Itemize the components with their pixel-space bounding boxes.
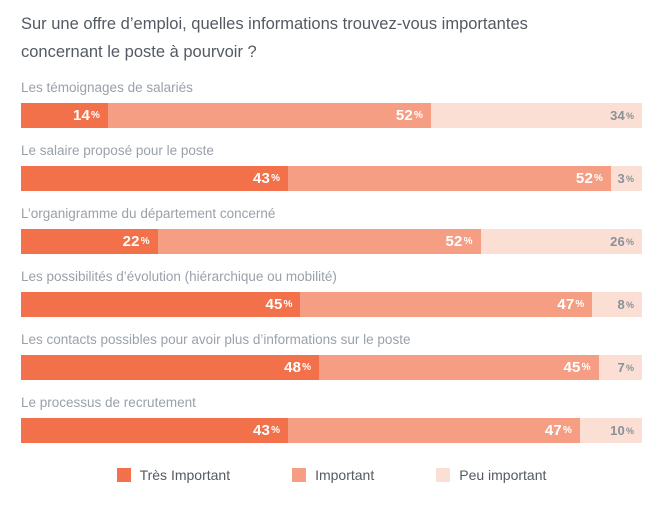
segment-value: 7: [617, 360, 625, 375]
bar-segment-peu-important: 8%: [592, 292, 642, 317]
segment-value: 26: [610, 234, 625, 249]
stacked-bar: 45% 47% 8%: [21, 292, 642, 317]
percent-sign: %: [594, 173, 603, 184]
segment-value: 52: [575, 170, 594, 187]
segment-value: 14: [72, 107, 91, 124]
segment-value: 45: [265, 296, 283, 313]
percent-sign: %: [575, 299, 585, 310]
segment-value: 22: [122, 233, 140, 250]
bar-segment-important: 45%: [319, 355, 599, 380]
chart-row: Le processus de recrutement 43% 47% 10%: [21, 394, 642, 443]
bar-segment-important: 47%: [288, 418, 580, 443]
segment-value: 52: [445, 233, 463, 250]
percent-sign: %: [413, 110, 423, 121]
segment-value: 43: [253, 422, 271, 439]
segment-value: 47: [557, 296, 575, 313]
segment-value: 3: [617, 171, 625, 186]
legend-label: Peu important: [459, 467, 547, 483]
segment-value: 47: [544, 422, 562, 439]
category-label: L’organigramme du département concerné: [21, 206, 276, 221]
chart-legend: Très Important Important Peu important: [21, 467, 642, 483]
bar-segment-tres-important: 43%: [21, 166, 289, 191]
bar-segment-tres-important: 14%: [21, 103, 108, 128]
bar-rows: Les témoignages de salariés 14% 52% 34% Le s…: [21, 79, 642, 443]
chart-row: Le salaire proposé pour le poste 43% 52% 3%: [21, 142, 642, 191]
bar-segment-tres-important: 48%: [21, 355, 320, 380]
legend-item-tres-important: Très Important: [116, 467, 231, 483]
bar-segment-tres-important: 22%: [21, 229, 158, 254]
legend-swatch-icon: [292, 468, 307, 482]
percent-sign: %: [625, 173, 634, 184]
percent-sign: %: [91, 110, 100, 121]
stacked-bar: 14% 52% 34%: [21, 103, 642, 128]
bar-segment-important: 47%: [300, 292, 593, 317]
percent-sign: %: [271, 173, 281, 184]
stacked-bar: 43% 52% 3%: [21, 166, 642, 191]
percent-sign: %: [625, 362, 634, 373]
legend-item-important: Important: [292, 467, 374, 483]
segment-value: 43: [253, 170, 271, 187]
percent-sign: %: [140, 236, 150, 247]
legend-label: Important: [315, 467, 375, 483]
bar-segment-important: 52%: [288, 166, 611, 191]
percent-sign: %: [625, 236, 634, 247]
chart-row: Les témoignages de salariés 14% 52% 34%: [21, 79, 642, 128]
percent-sign: %: [562, 425, 572, 436]
category-label: Les possibilités d’évolution (hiérarchiq…: [21, 269, 337, 284]
stacked-bar: 48% 45% 7%: [21, 355, 642, 380]
segment-value: 45: [563, 359, 581, 376]
legend-swatch-icon: [116, 468, 131, 482]
segment-value: 10: [610, 423, 625, 438]
category-label: Le salaire proposé pour le poste: [21, 143, 214, 158]
bar-segment-peu-important: 3%: [610, 166, 642, 191]
legend-item-peu-important: Peu important: [436, 467, 546, 483]
stacked-bar: 43% 47% 10%: [21, 418, 642, 443]
chart-row: L’organigramme du département concerné 22…: [21, 205, 642, 254]
chart-title: Sur une offre d’emploi, quelles informat…: [21, 15, 528, 61]
percent-sign: %: [581, 362, 591, 373]
chart-row: Les possibilités d’évolution (hiérarchiq…: [21, 268, 642, 317]
legend-swatch-icon: [436, 468, 451, 482]
percent-sign: %: [625, 425, 634, 436]
bar-segment-peu-important: 34%: [430, 103, 642, 128]
chart-row: Les contacts possibles pour avoir plus d…: [21, 331, 642, 380]
percent-sign: %: [625, 299, 634, 310]
percent-sign: %: [271, 425, 281, 436]
bar-segment-tres-important: 45%: [21, 292, 301, 317]
category-label: Le processus de recrutement: [21, 395, 196, 410]
percent-sign: %: [283, 299, 293, 310]
bar-segment-peu-important: 10%: [579, 418, 642, 443]
category-label: Les témoignages de salariés: [21, 80, 193, 95]
bar-segment-peu-important: 7%: [598, 355, 642, 380]
bar-segment-important: 52%: [107, 103, 431, 128]
segment-value: 34: [610, 108, 625, 123]
category-label: Les contacts possibles pour avoir plus d…: [21, 332, 411, 347]
segment-value: 48: [284, 359, 302, 376]
segment-value: 8: [617, 297, 625, 312]
segment-value: 52: [395, 107, 413, 124]
legend-label: Très Important: [139, 467, 231, 483]
percent-sign: %: [302, 362, 312, 373]
percent-sign: %: [625, 110, 634, 121]
bar-segment-important: 52%: [157, 229, 481, 254]
percent-sign: %: [463, 236, 473, 247]
stacked-bar: 22% 52% 26%: [21, 229, 642, 254]
bar-segment-tres-important: 43%: [21, 418, 289, 443]
bar-segment-peu-important: 26%: [480, 229, 642, 254]
